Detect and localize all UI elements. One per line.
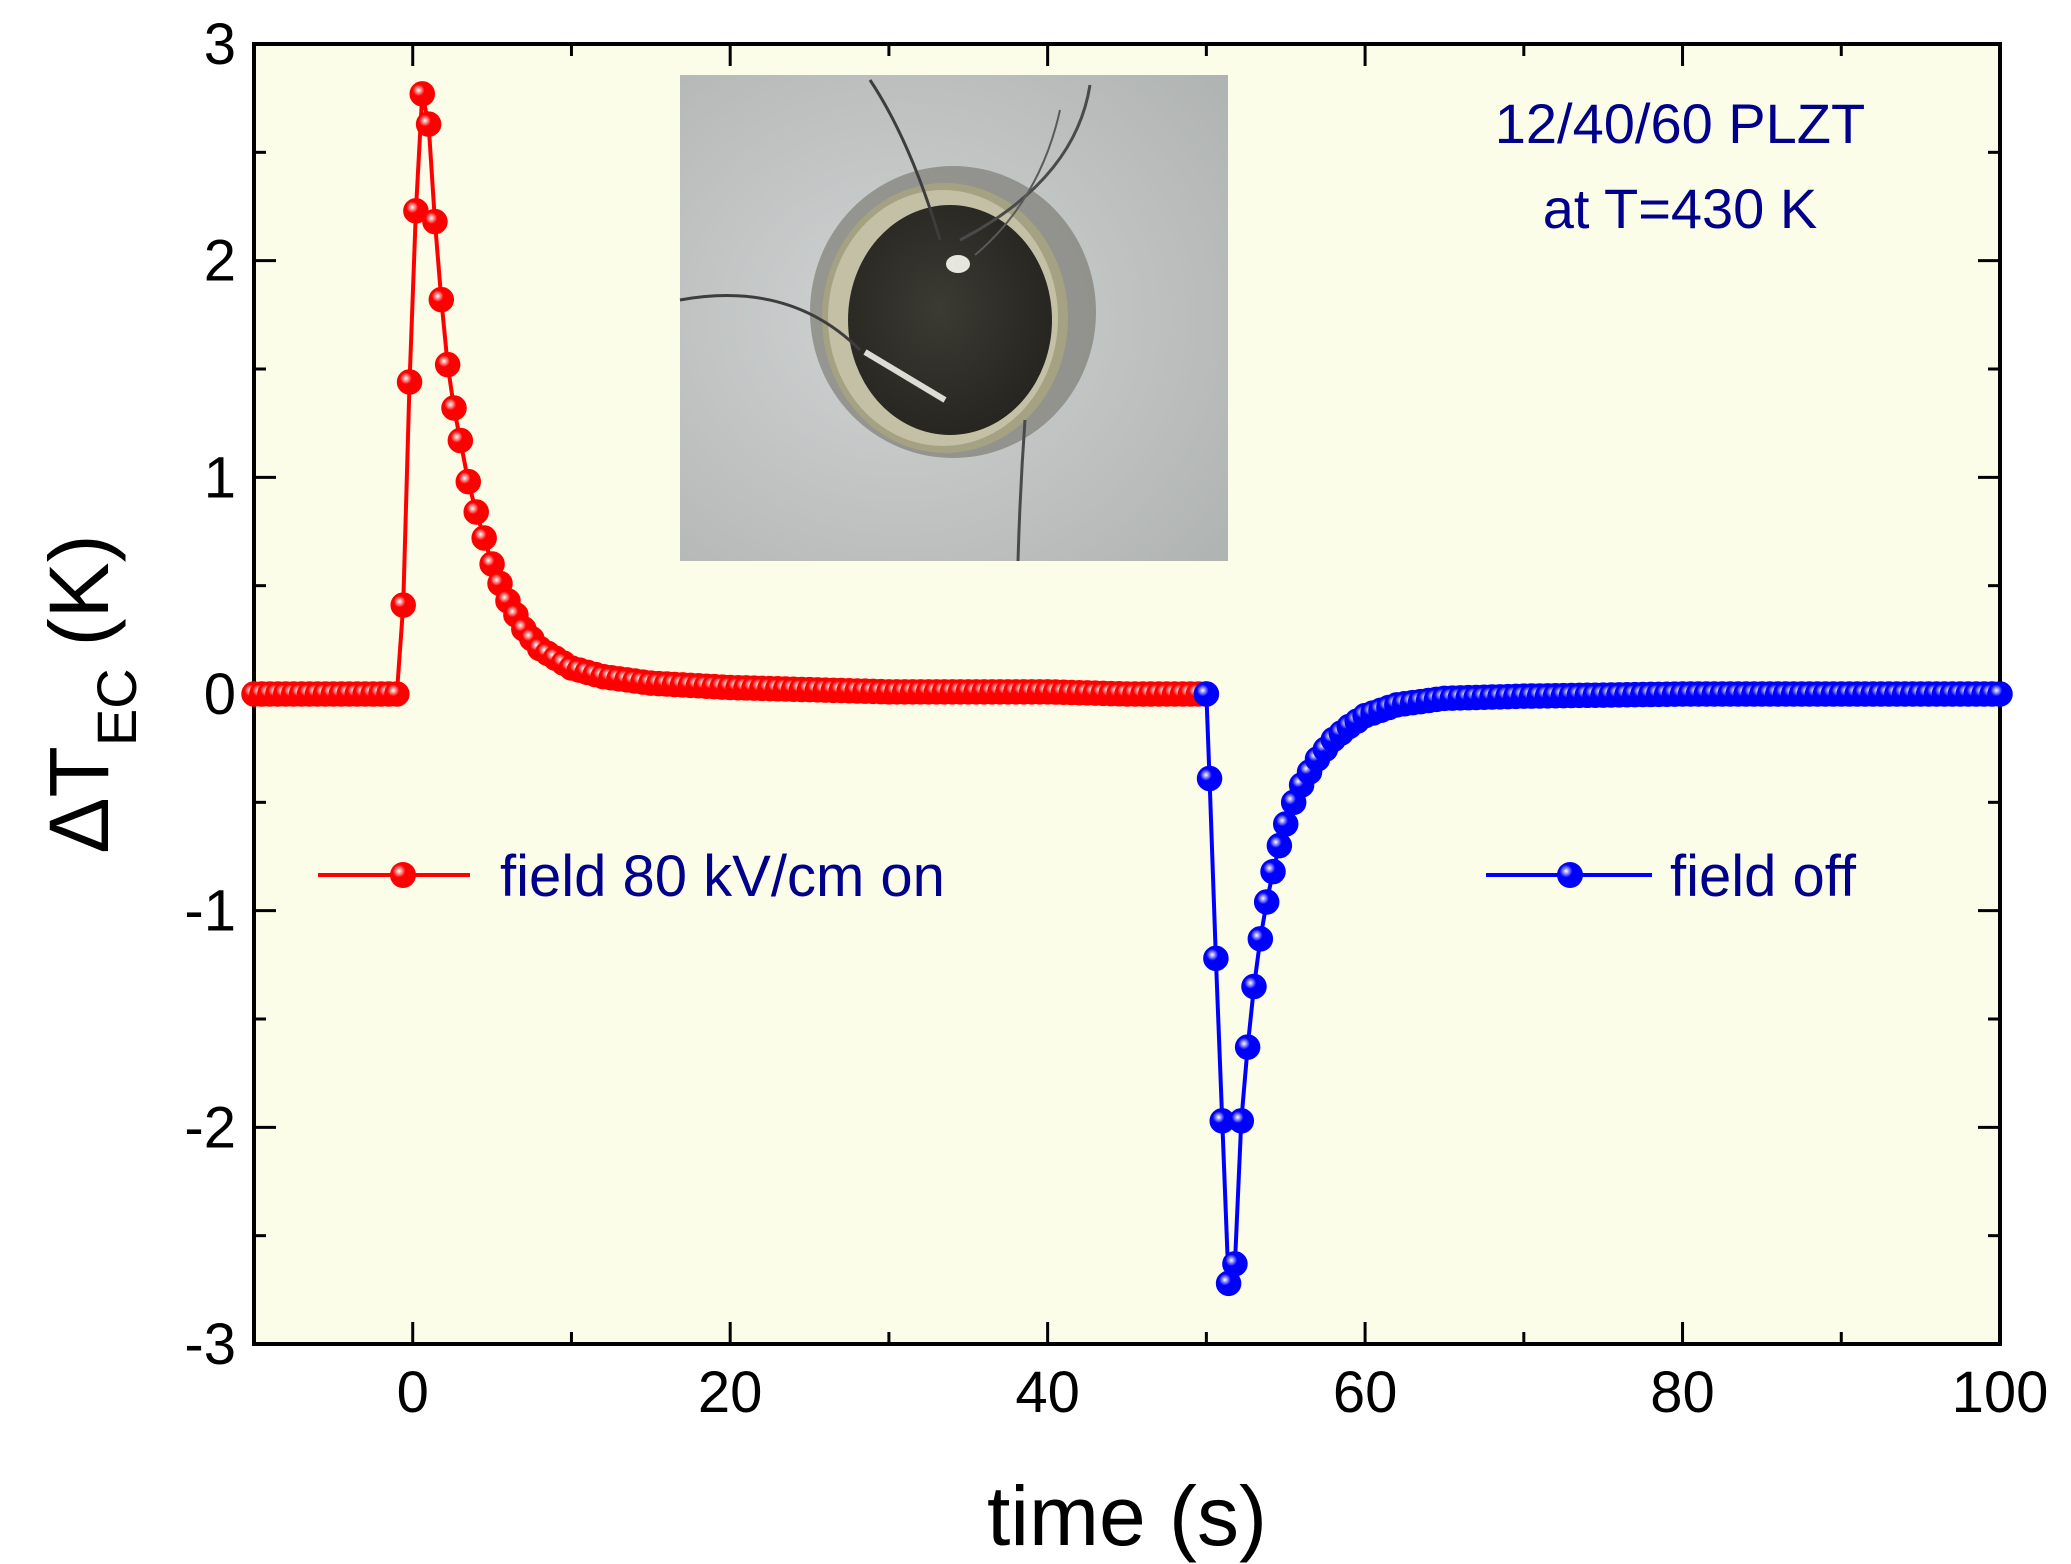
annotation-line-2: at T=430 K: [1543, 177, 1818, 240]
y-tick-label: -2: [184, 1095, 236, 1160]
series-layer: [241, 81, 2013, 1297]
data-point: [447, 427, 474, 454]
data-point: [441, 395, 467, 421]
legend-label-field-on: field 80 kV/cm on: [500, 844, 945, 909]
data-point: [1260, 858, 1286, 885]
legend-field-off: field off: [1486, 844, 1857, 909]
y-tick-label: 3: [204, 12, 236, 77]
data-point: [384, 681, 410, 707]
data-point: [428, 286, 455, 313]
x-tick-label: 20: [698, 1360, 763, 1425]
data-point: [396, 369, 423, 395]
data-point: [1234, 1034, 1261, 1060]
data-point: [1272, 811, 1299, 837]
data-point: [434, 351, 461, 378]
data-point: [1241, 973, 1267, 1000]
data-point: [1266, 832, 1293, 859]
x-tick-label: 0: [397, 1360, 429, 1425]
data-point: [1193, 681, 1220, 707]
y-tick-label: 1: [204, 445, 236, 510]
x-tick-label: 80: [1650, 1360, 1715, 1425]
x-tick-label: 60: [1333, 1360, 1398, 1425]
x-axis-title: time (s): [987, 1469, 1267, 1563]
axes: 0 20 40 60 80 100 -3 -2 -1 0 1 2 3: [184, 12, 2048, 1425]
data-point: [1196, 765, 1223, 792]
data-point: [1222, 1251, 1248, 1277]
data-point: [409, 81, 436, 107]
svg-text:ΔTEC(K): ΔTEC (K): [32, 534, 148, 853]
y-axis-title-sub: EC: [85, 668, 148, 746]
y-tick-label: -3: [184, 1312, 236, 1377]
y-tick-label: 0: [204, 662, 236, 727]
sample-photo-inset: [679, 75, 1228, 562]
data-point: [1203, 945, 1229, 972]
legend-field-on: field 80 kV/cm on: [318, 844, 945, 909]
data-point: [415, 111, 442, 137]
x-tick-label: 40: [1015, 1360, 1080, 1425]
data-point: [390, 592, 416, 618]
y-axis-title-main: ΔT: [32, 746, 126, 853]
data-point: [1228, 1108, 1255, 1134]
data-point: [1253, 889, 1280, 915]
y-axis-title-unit: (K): [32, 534, 126, 646]
annotation-line-1: 12/40/60 PLZT: [1495, 92, 1865, 155]
x-tick-label: 100: [1952, 1360, 2049, 1425]
data-point: [463, 499, 489, 525]
data-point: [1247, 926, 1274, 952]
data-point: [455, 468, 482, 495]
data-point: [422, 208, 448, 235]
data-point: [403, 198, 429, 224]
legend-label-field-off: field off: [1670, 844, 1857, 909]
y-axis-title: ΔTEC (K): [32, 534, 148, 853]
data-point: [471, 525, 497, 551]
data-point: [1987, 681, 2013, 707]
legend-marker-field-on: [390, 862, 416, 888]
legend-marker-field-off: [1557, 862, 1583, 888]
y-tick-label: -1: [184, 879, 236, 944]
y-tick-label: 2: [204, 229, 236, 294]
